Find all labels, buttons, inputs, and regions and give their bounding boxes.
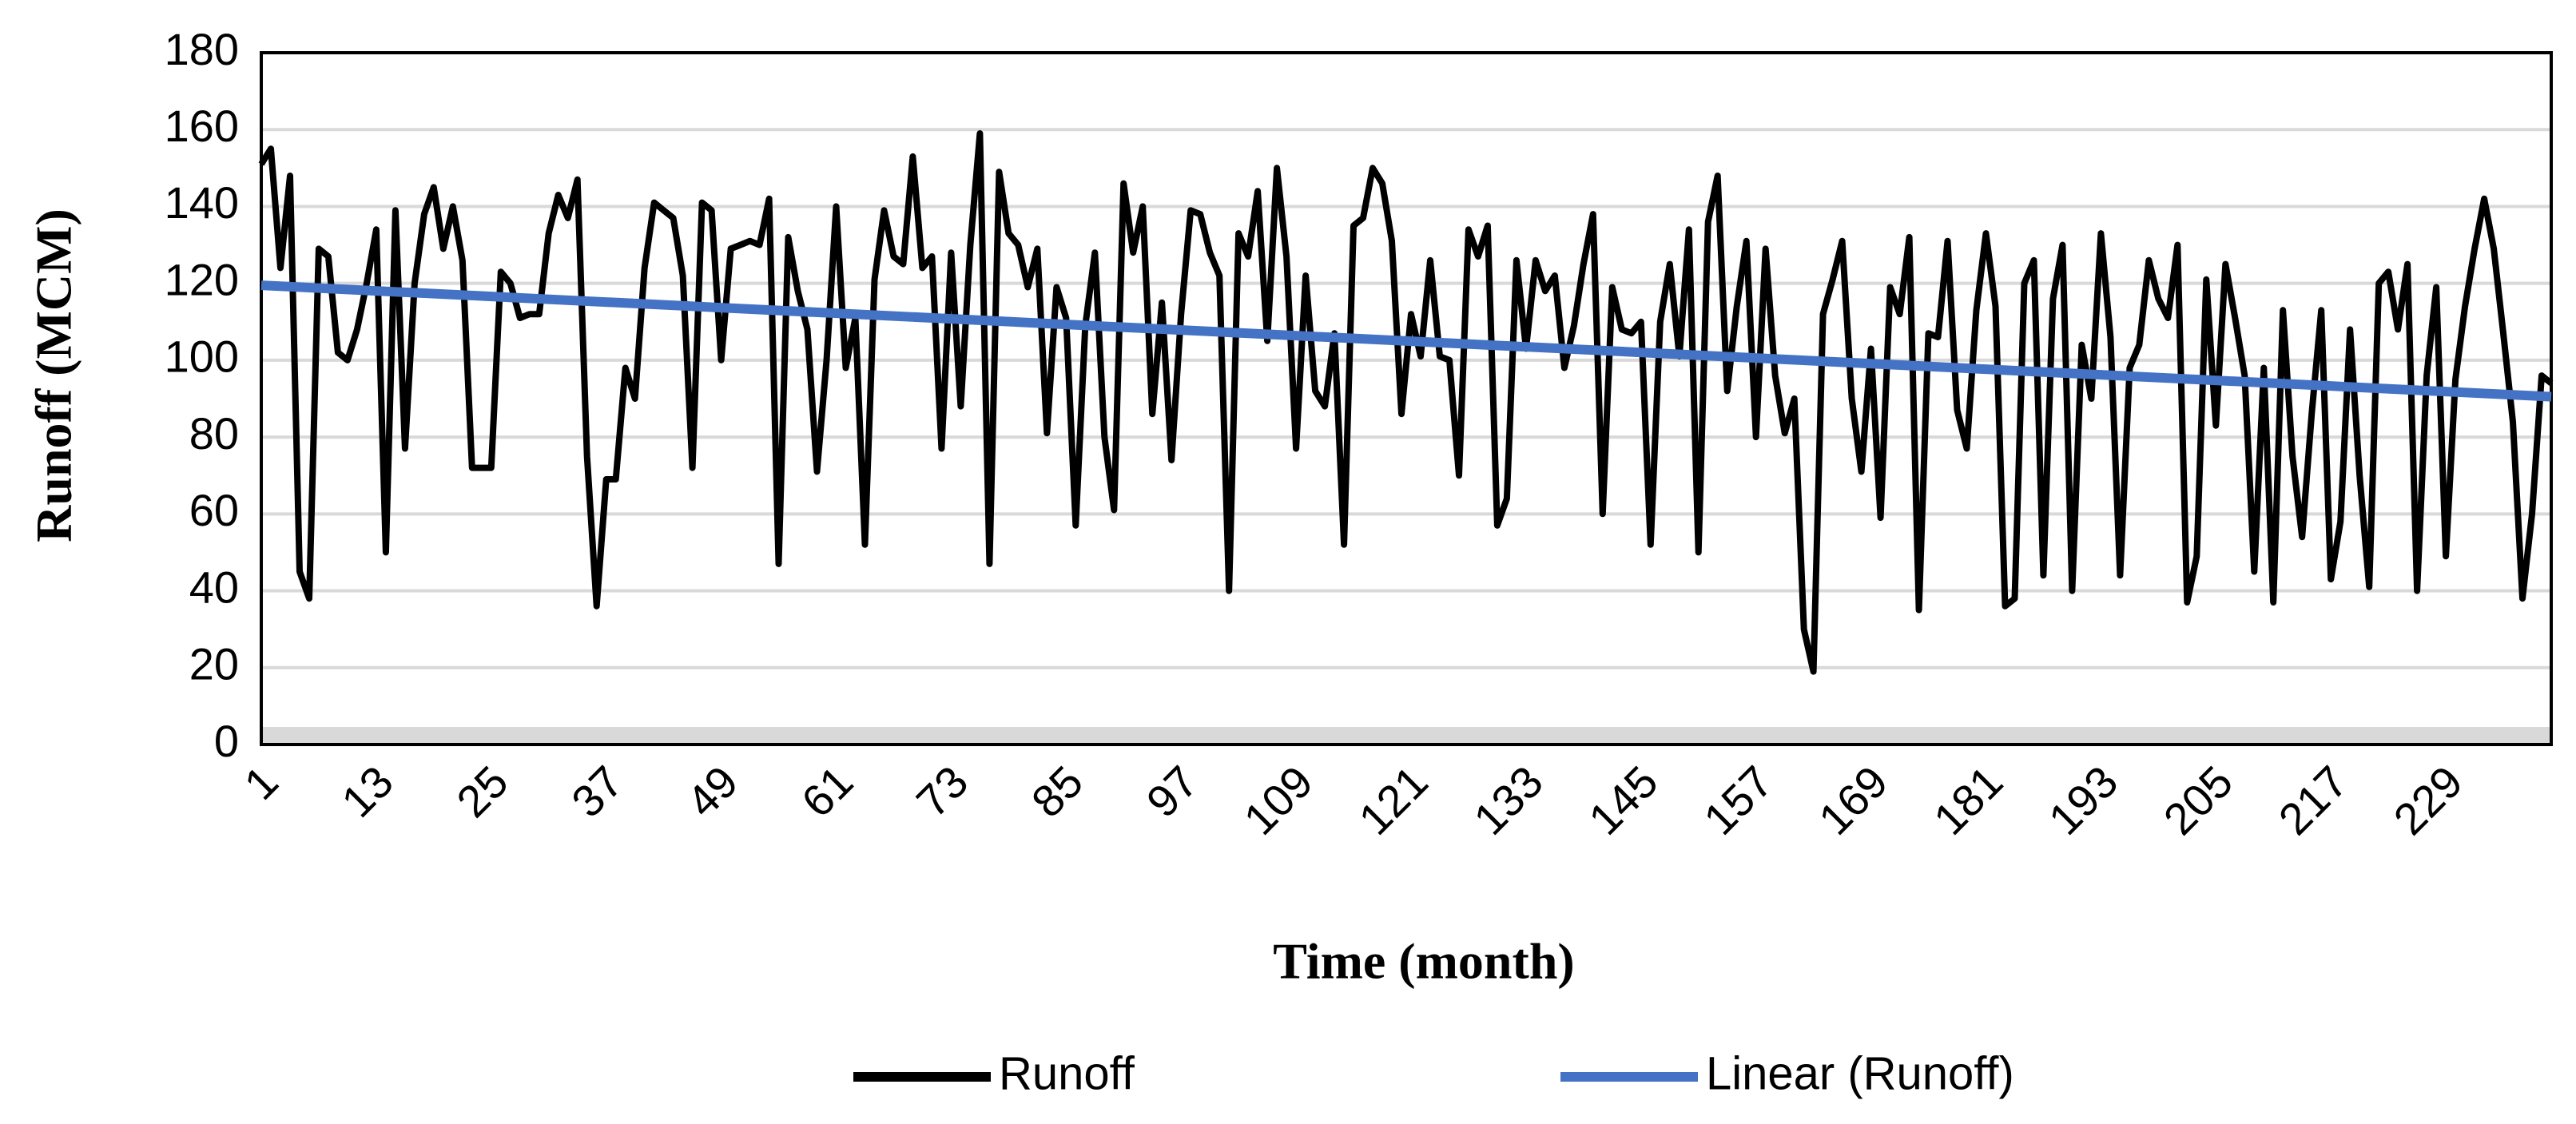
y-tick-label: 160 — [165, 101, 239, 151]
y-tick-label: 180 — [165, 24, 239, 74]
y-axis-title: Runoff (MCM) — [26, 209, 82, 542]
y-tick-label: 80 — [189, 408, 239, 459]
series-line — [260, 280, 2552, 402]
y-tick-label: 140 — [165, 177, 239, 228]
y-tick-label: 60 — [189, 485, 239, 535]
series-line — [258, 130, 2554, 675]
x-axis-title: Time (month) — [1273, 933, 1574, 990]
y-tick-label: 40 — [189, 562, 239, 612]
plot-frame — [260, 51, 2553, 746]
category-tick-band — [261, 727, 2551, 745]
y-tick-label: 120 — [165, 254, 239, 304]
y-tick-label: 0 — [214, 716, 239, 766]
legend-label: Runoff — [999, 1047, 1135, 1099]
y-tick-label: 100 — [165, 332, 239, 382]
y-tick-label: 20 — [189, 639, 239, 689]
legend-label: Linear (Runoff) — [1706, 1047, 2014, 1099]
